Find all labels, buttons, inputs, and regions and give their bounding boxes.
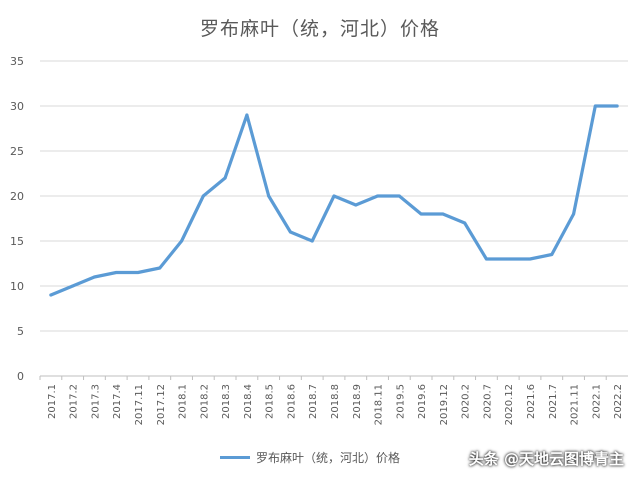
data-point xyxy=(223,176,227,180)
data-point xyxy=(180,239,184,243)
y-tick-label: 25 xyxy=(10,145,24,158)
x-tick-label: 2021.6 xyxy=(526,384,537,419)
x-tick-label: 2022.1 xyxy=(591,384,602,419)
data-point xyxy=(267,194,271,198)
data-point xyxy=(288,230,292,234)
x-tick-label: 2018.1 xyxy=(178,384,189,419)
data-point xyxy=(484,257,488,261)
data-point xyxy=(376,194,380,198)
x-tick-label: 2018.5 xyxy=(265,384,276,419)
y-tick-label: 30 xyxy=(10,100,24,113)
x-tick-label: 2017.3 xyxy=(90,384,101,419)
data-point xyxy=(419,212,423,216)
data-point xyxy=(49,293,53,297)
data-point xyxy=(354,203,358,207)
data-point xyxy=(71,284,75,288)
legend: 罗布麻叶（统，河北）价格 xyxy=(220,448,400,466)
data-point xyxy=(397,194,401,198)
x-tick-label: 2017.2 xyxy=(69,384,80,419)
data-point xyxy=(441,212,445,216)
x-tick-label: 2021.11 xyxy=(570,384,581,425)
data-point xyxy=(136,271,140,274)
x-tick-label: 2017.11 xyxy=(134,384,145,425)
data-point xyxy=(615,104,619,108)
y-tick-label: 15 xyxy=(10,235,24,248)
x-tick-label: 2017.12 xyxy=(156,384,167,425)
x-tick-label: 2018.3 xyxy=(221,384,232,419)
y-tick-label: 20 xyxy=(10,190,24,203)
legend-swatch xyxy=(220,455,250,459)
data-point xyxy=(245,113,249,117)
data-point xyxy=(92,275,96,279)
data-point xyxy=(593,104,597,108)
x-tick-label: 2017.4 xyxy=(112,384,123,419)
watermark: 头条 @天地云图博青主 xyxy=(468,450,624,468)
chart-title: 罗布麻叶（统，河北）价格 xyxy=(199,18,440,40)
x-tick-label: 2018.8 xyxy=(330,384,341,419)
y-tick-label: 0 xyxy=(17,370,24,383)
data-point xyxy=(506,257,510,261)
x-tick-label: 2020.2 xyxy=(461,384,472,419)
y-tick-label: 10 xyxy=(10,280,24,293)
x-tick-label: 2019.5 xyxy=(395,384,406,419)
x-tick-label: 2017.1 xyxy=(47,384,58,419)
y-tick-label: 5 xyxy=(17,325,24,338)
data-point xyxy=(158,266,162,270)
x-tick-label: 2021.7 xyxy=(548,384,559,419)
x-tick-label: 2018.11 xyxy=(374,384,385,425)
data-point xyxy=(114,271,118,274)
x-tick-label: 2022.2 xyxy=(613,384,624,419)
data-point xyxy=(310,239,314,243)
x-tick-label: 2018.4 xyxy=(243,384,254,419)
x-tick-label: 2018.6 xyxy=(286,384,297,419)
data-point xyxy=(550,253,554,256)
x-tick-label: 2020.12 xyxy=(504,384,515,425)
data-point xyxy=(528,257,532,261)
data-point xyxy=(332,194,336,198)
y-tick-label: 35 xyxy=(10,55,24,68)
x-tick-label: 2019.12 xyxy=(439,384,450,425)
legend-label: 罗布麻叶（统，河北）价格 xyxy=(256,450,401,465)
series-line xyxy=(49,104,619,297)
x-tick-label: 2018.2 xyxy=(199,384,210,419)
x-tick-label: 2018.9 xyxy=(352,384,363,419)
x-tick-label: 2018.7 xyxy=(308,384,319,419)
data-point xyxy=(201,194,205,198)
data-point xyxy=(463,221,467,225)
data-point xyxy=(572,212,576,216)
x-tick-label: 2020.7 xyxy=(482,384,493,419)
x-tick-label: 2019.6 xyxy=(417,384,428,419)
